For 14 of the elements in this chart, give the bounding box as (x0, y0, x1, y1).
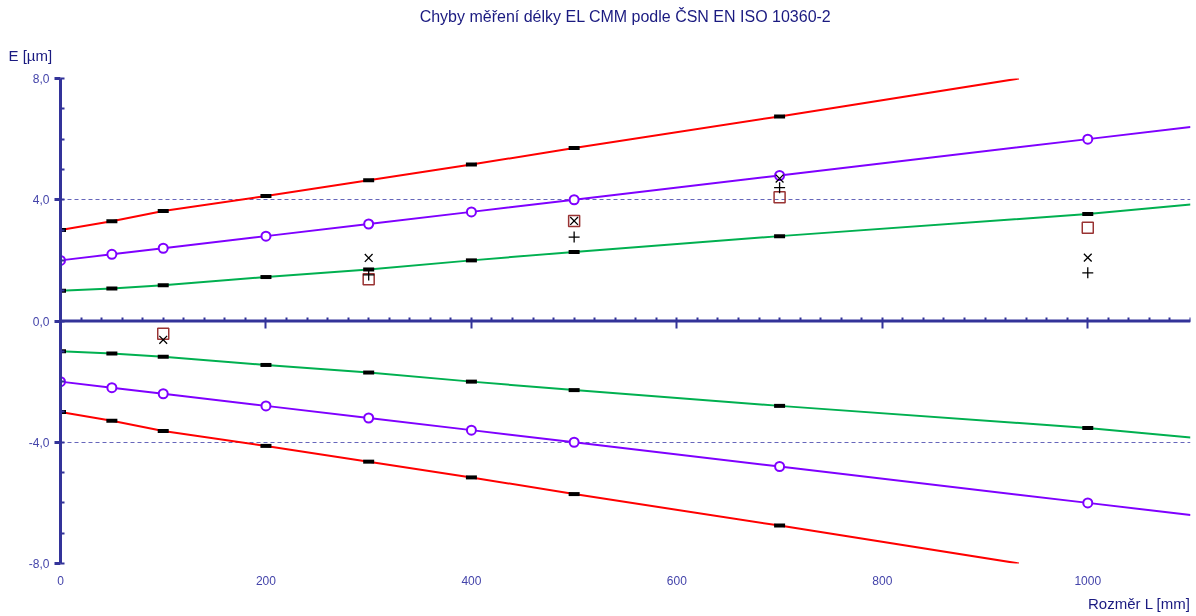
x-tick-label: 200 (255, 573, 277, 588)
x-tick-label: 800 (872, 573, 893, 588)
x-tick-label: 1000 (1074, 573, 1102, 588)
chart-title: Chyby měření délky EL CMM podle ČSN EN ISO 10360-2 (419, 6, 831, 25)
x-tick-label: 600 (666, 573, 688, 588)
y-tick-label: -4,0 (28, 435, 50, 450)
y-tick-label: -8,0 (28, 557, 50, 571)
x-tick-label: 0 (57, 573, 65, 588)
y-tick-label: 8,0 (32, 72, 50, 86)
y-axis-title: E [µm] (8, 46, 53, 64)
x-axis-title: Rozměr L [mm] (1087, 594, 1190, 612)
y-tick-label: 0,0 (32, 314, 50, 329)
y-tick-label: 4,0 (32, 193, 50, 208)
x-tick-label: 400 (461, 573, 482, 588)
